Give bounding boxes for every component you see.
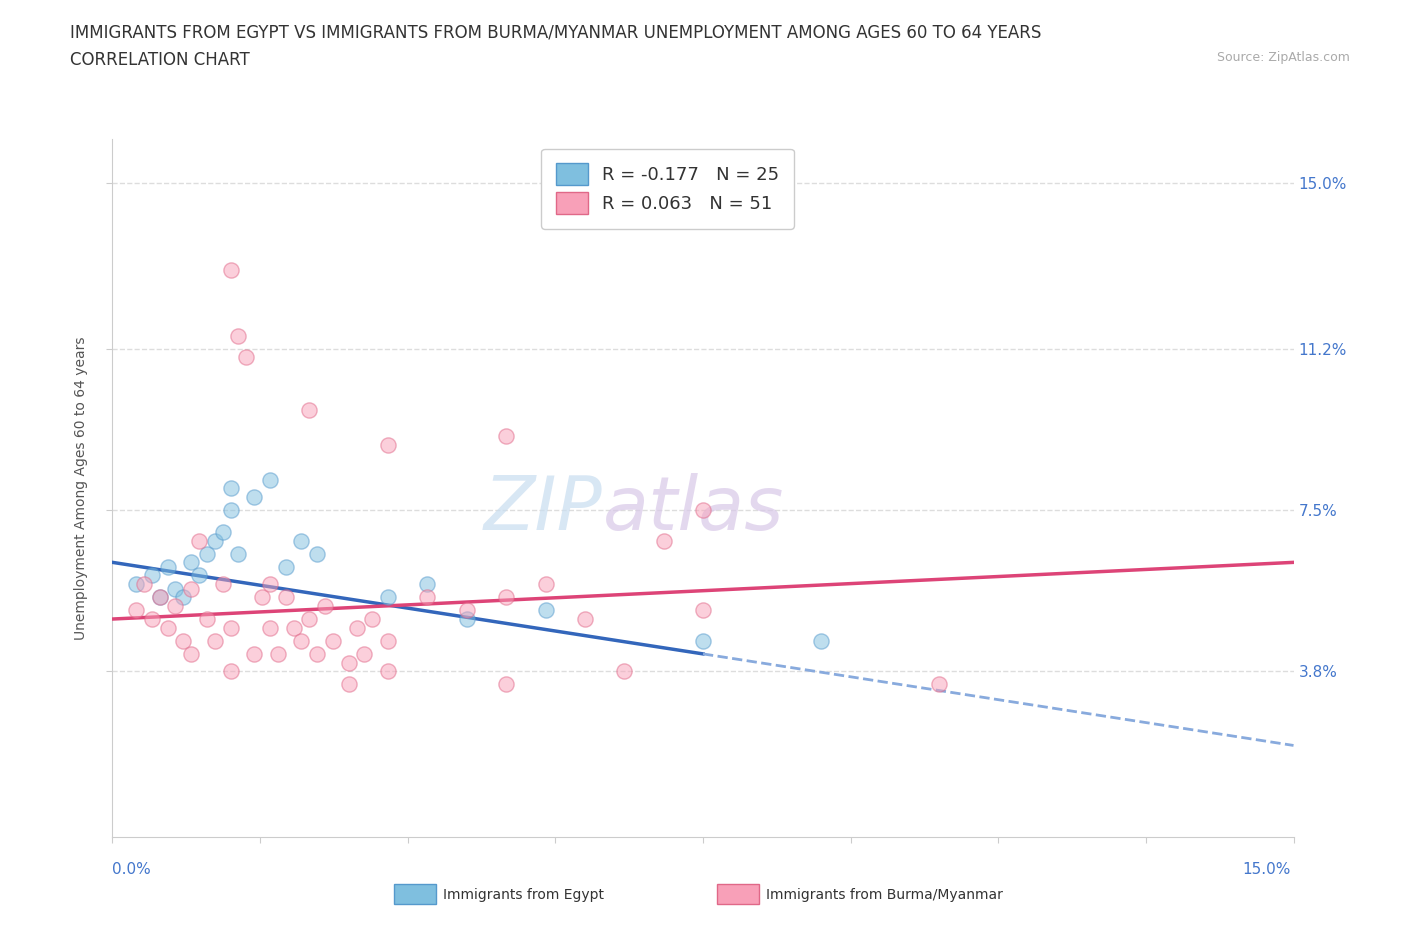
Point	[353, 646, 375, 661]
Point	[692, 633, 714, 648]
Point	[274, 559, 297, 574]
Point	[228, 546, 250, 561]
Text: Immigrants from Burma/Myanmar: Immigrants from Burma/Myanmar	[766, 887, 1002, 902]
Point	[377, 437, 399, 452]
Text: 0.0%: 0.0%	[112, 862, 152, 877]
Legend: R = -0.177   N = 25, R = 0.063   N = 51: R = -0.177 N = 25, R = 0.063 N = 51	[541, 149, 794, 229]
Point	[180, 555, 202, 570]
Point	[156, 620, 179, 635]
Point	[141, 568, 163, 583]
Point	[290, 533, 312, 548]
Text: Source: ZipAtlas.com: Source: ZipAtlas.com	[1216, 51, 1350, 64]
Point	[180, 646, 202, 661]
Point	[219, 620, 242, 635]
Point	[534, 603, 557, 618]
Point	[204, 633, 226, 648]
Point	[165, 581, 187, 596]
Point	[283, 620, 305, 635]
Point	[361, 612, 384, 627]
Point	[307, 546, 329, 561]
Point	[219, 502, 242, 517]
Text: IMMIGRANTS FROM EGYPT VS IMMIGRANTS FROM BURMA/MYANMAR UNEMPLOYMENT AMONG AGES 6: IMMIGRANTS FROM EGYPT VS IMMIGRANTS FROM…	[70, 23, 1042, 41]
Point	[259, 620, 281, 635]
Point	[165, 599, 187, 614]
Point	[274, 590, 297, 604]
Point	[377, 633, 399, 648]
Point	[290, 633, 312, 648]
Point	[613, 664, 636, 679]
Point	[495, 429, 517, 444]
Point	[322, 633, 344, 648]
Point	[495, 677, 517, 692]
Point	[692, 502, 714, 517]
Text: ZIP: ZIP	[484, 473, 603, 545]
Point	[172, 633, 194, 648]
Point	[298, 403, 321, 418]
Point	[456, 603, 478, 618]
Point	[314, 599, 336, 614]
Point	[337, 656, 360, 671]
Point	[346, 620, 368, 635]
Point	[652, 533, 675, 548]
Point	[337, 677, 360, 692]
Point	[235, 350, 257, 365]
Point	[149, 590, 172, 604]
Point	[259, 577, 281, 591]
Point	[141, 612, 163, 627]
Point	[195, 612, 218, 627]
Point	[534, 577, 557, 591]
Text: 15.0%: 15.0%	[1243, 862, 1291, 877]
Point	[692, 603, 714, 618]
Point	[259, 472, 281, 487]
Point	[243, 489, 266, 504]
Y-axis label: Unemployment Among Ages 60 to 64 years: Unemployment Among Ages 60 to 64 years	[75, 337, 89, 640]
Point	[188, 568, 211, 583]
Point	[456, 612, 478, 627]
Point	[416, 590, 439, 604]
Point	[211, 577, 233, 591]
Point	[156, 559, 179, 574]
Point	[928, 677, 950, 692]
Point	[188, 533, 211, 548]
Text: Immigrants from Egypt: Immigrants from Egypt	[443, 887, 605, 902]
Point	[416, 577, 439, 591]
Point	[132, 577, 155, 591]
Point	[195, 546, 218, 561]
Point	[243, 646, 266, 661]
Point	[574, 612, 596, 627]
Point	[377, 590, 399, 604]
Point	[267, 646, 290, 661]
Point	[810, 633, 832, 648]
Point	[172, 590, 194, 604]
Text: CORRELATION CHART: CORRELATION CHART	[70, 51, 250, 69]
Point	[495, 590, 517, 604]
Point	[211, 525, 233, 539]
Point	[250, 590, 273, 604]
Point	[219, 481, 242, 496]
Point	[180, 581, 202, 596]
Point	[228, 328, 250, 343]
Point	[125, 577, 148, 591]
Point	[307, 646, 329, 661]
Point	[298, 612, 321, 627]
Point	[149, 590, 172, 604]
Point	[219, 664, 242, 679]
Point	[204, 533, 226, 548]
Point	[219, 263, 242, 278]
Point	[125, 603, 148, 618]
Text: atlas: atlas	[603, 473, 785, 545]
Point	[377, 664, 399, 679]
